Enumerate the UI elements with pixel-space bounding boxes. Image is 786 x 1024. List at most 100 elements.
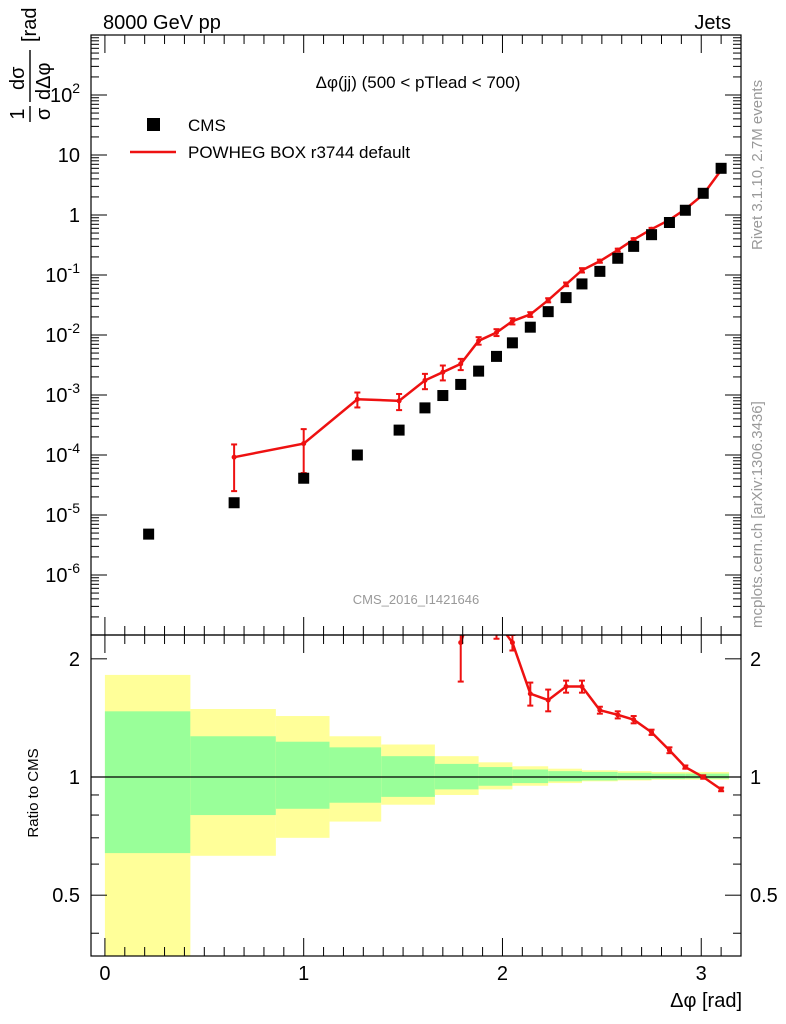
- rivet-version-label: Rivet 3.1.10, 2.7M events: [749, 80, 766, 250]
- header-left: 8000 GeV pp: [103, 12, 221, 34]
- ratio-point-14: [700, 774, 706, 780]
- cms-point-6: [437, 390, 449, 402]
- analysis-watermark: CMS_2016_I1421646: [353, 592, 480, 607]
- x-axis-title: Δφ [rad]: [670, 990, 742, 1012]
- cms-point-9: [491, 350, 503, 362]
- ratio-point-10: [631, 717, 637, 723]
- ratio-line: [459, 635, 722, 791]
- cms-point-17: [628, 240, 640, 252]
- cms-point-12: [542, 306, 554, 318]
- ylabel-ddphi: dΔφ: [33, 63, 55, 100]
- main-ytick-label-3: 10-3: [45, 380, 80, 407]
- powheg-point-0: [231, 454, 237, 460]
- ratio-frame: [90, 634, 742, 957]
- legend-label-powheg: POWHEG BOX r3744 default: [188, 143, 410, 162]
- cms-point-21: [697, 187, 709, 199]
- powheg-point-10: [527, 311, 533, 317]
- cms-point-3: [351, 449, 363, 461]
- main-ytick-label-7: 10: [58, 145, 80, 167]
- band-inner-3: [329, 747, 382, 803]
- powheg-point-15: [615, 247, 621, 253]
- legend: CMS POWHEG BOX r3744 default: [130, 116, 410, 162]
- band-inner-7: [512, 769, 549, 784]
- cms-point-22: [715, 162, 727, 174]
- ratio-point-7: [579, 684, 585, 690]
- cms-point-18: [646, 229, 658, 241]
- cms-point-13: [560, 292, 572, 304]
- ratio-point-2: [494, 618, 499, 623]
- ratio-ytick-label-left-2: 2: [69, 649, 80, 671]
- ratio-point-15: [718, 786, 724, 792]
- cms-point-4: [393, 424, 405, 436]
- ratio-ytick-label-left-1: 1: [69, 767, 80, 789]
- main-series: [143, 162, 727, 540]
- cms-point-14: [576, 278, 588, 290]
- legend-label-cms: CMS: [188, 116, 226, 135]
- band-inner-11: [651, 773, 686, 780]
- band-inner-0: [104, 711, 191, 854]
- cms-point-20: [679, 204, 691, 216]
- band-inner-10: [617, 772, 652, 780]
- ratio-point-5: [545, 697, 551, 703]
- powheg-point-11: [545, 297, 551, 303]
- powheg-point-6: [458, 361, 464, 367]
- cms-point-15: [594, 265, 606, 277]
- cms-point-2: [298, 472, 310, 484]
- ratio-point-8: [597, 707, 603, 713]
- main-ytick-label-0: 10-6: [45, 560, 80, 587]
- band-inner-8: [548, 771, 582, 782]
- mcplots-label: mcplots.cern.ch [arXiv:1306.3436]: [749, 401, 766, 628]
- ratio-point-13: [682, 764, 688, 770]
- cms-point-0: [143, 528, 155, 540]
- xtick-label-1: 1: [298, 963, 309, 985]
- cms-point-8: [473, 365, 485, 377]
- powheg-point-14: [597, 258, 603, 264]
- band-inner-1: [190, 736, 276, 816]
- ylabel-numerator: 1: [7, 108, 29, 119]
- main-ytick-label-4: 10-2: [45, 320, 80, 347]
- main-y-axis-title: 1 σ dσ dΔφ [rad -1 ]: [7, 8, 55, 122]
- cms-point-11: [524, 321, 536, 333]
- powheg-point-5: [440, 369, 446, 375]
- cms-point-7: [455, 378, 467, 390]
- powheg-point-4: [422, 377, 428, 383]
- powheg-point-9: [509, 318, 515, 324]
- powheg-point-8: [494, 330, 500, 336]
- header-right: Jets: [694, 12, 731, 34]
- ylabel-dsigma: dσ: [7, 66, 29, 90]
- main-ytick-label-2: 10-4: [45, 440, 80, 467]
- powheg-point-12: [563, 281, 569, 287]
- xtick-label-0: 0: [99, 963, 110, 985]
- legend-marker-cms: [147, 118, 160, 131]
- xtick-label-3: 3: [696, 963, 707, 985]
- powheg-point-2: [354, 396, 360, 402]
- powheg-point-13: [579, 267, 585, 273]
- ratio-ytick-label-right-2: 2: [750, 649, 761, 671]
- powheg-point-1: [301, 441, 307, 447]
- ratio-point-6: [563, 684, 569, 690]
- ratio-point-11: [649, 729, 655, 735]
- xtick-label-2: 2: [497, 963, 508, 985]
- main-title: Δφ(jj) (500 < pTlead < 700): [316, 73, 521, 92]
- ratio-ytick-label-right-1: 1: [750, 767, 761, 789]
- ratio-point-0: [458, 640, 464, 646]
- powheg-line: [233, 169, 723, 459]
- main-ytick-label-8: 102: [50, 80, 80, 107]
- cms-point-16: [612, 252, 624, 264]
- cms-point-10: [506, 337, 518, 349]
- band-inner-2: [275, 741, 330, 809]
- powheg-point-16: [631, 237, 637, 243]
- ratio-uncertainty-bands: [104, 674, 730, 956]
- powheg-point-7: [476, 338, 482, 344]
- ylabel-denominator: σ: [33, 107, 55, 120]
- ratio-series-powheg: [457, 618, 725, 793]
- main-ytick-label-5: 10-1: [45, 260, 80, 287]
- ratio-point-12: [666, 747, 672, 753]
- main-ytick-label-1: 10-5: [45, 500, 80, 527]
- band-inner-12: [685, 773, 730, 779]
- band-inner-9: [581, 771, 618, 781]
- main-ytick-label-6: 1: [69, 205, 80, 227]
- cms-point-19: [663, 216, 675, 228]
- ratio-ytick-label-right-0: 0.5: [750, 885, 778, 907]
